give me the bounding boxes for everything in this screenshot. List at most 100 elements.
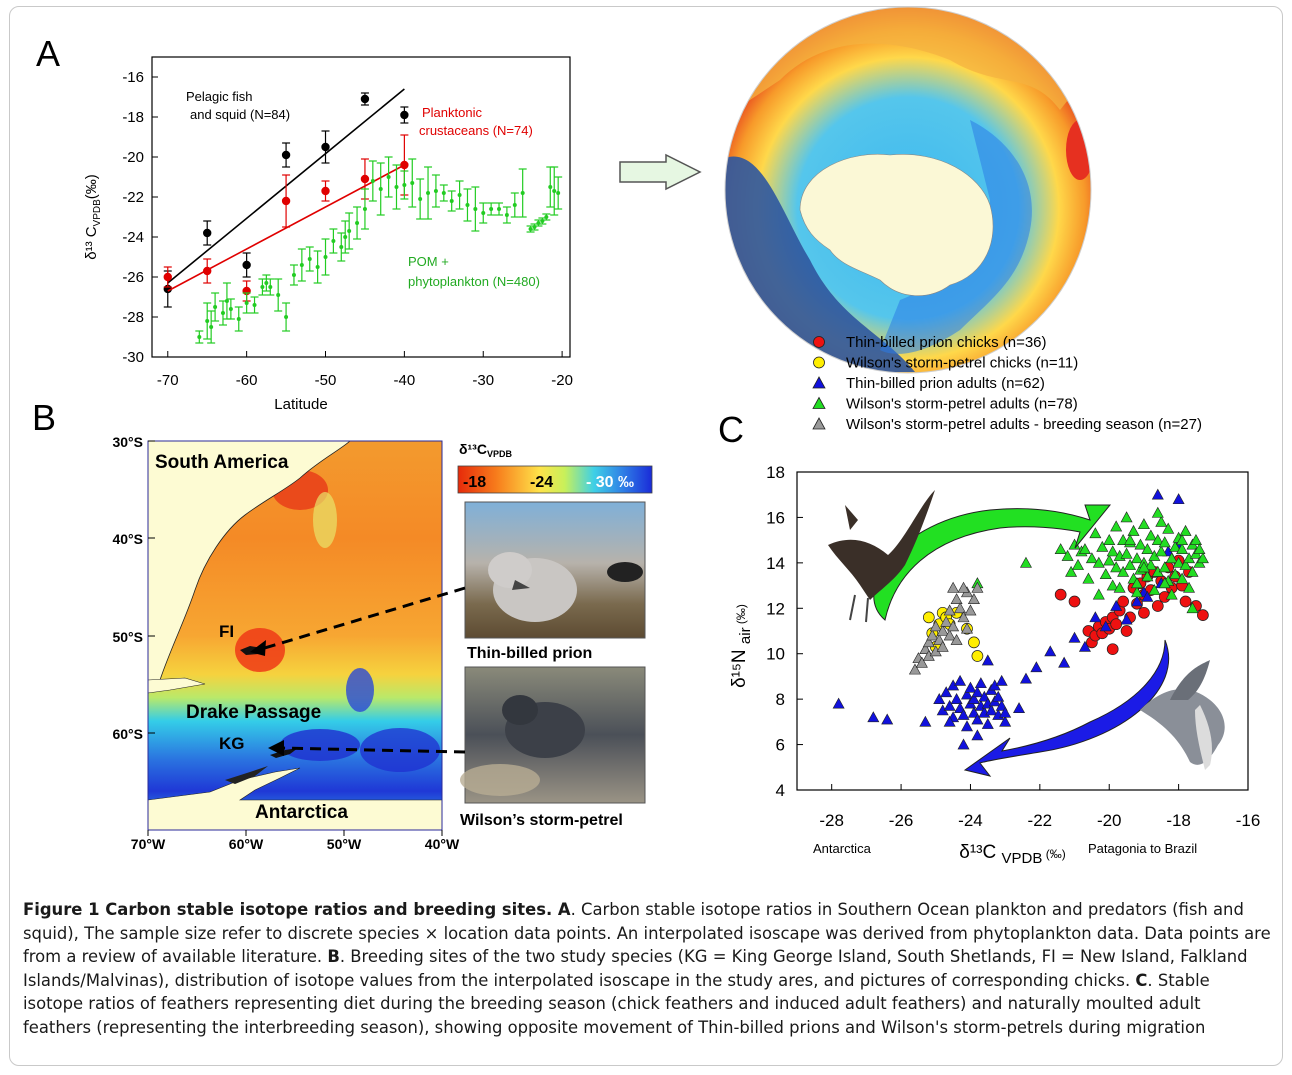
data-point: [260, 285, 265, 289]
x-tick-label: -16: [1236, 811, 1261, 830]
panel-b-ticks: 30°S 40°S 50°S 60°S 70°W 60°W 50°W 40°W: [112, 434, 459, 852]
data-point: [1141, 590, 1154, 602]
map-label-antarctica: Antarctica: [255, 802, 348, 823]
map-label-fi: FI: [219, 622, 234, 641]
x-tick-label: -26: [889, 811, 914, 830]
data-point: [971, 713, 984, 725]
data-point: [1155, 545, 1168, 557]
data-point: [967, 593, 980, 604]
data-point: [209, 325, 214, 329]
data-point: [992, 690, 1005, 702]
data-point: [1078, 640, 1091, 652]
data-point: [954, 674, 967, 686]
data-point: [331, 239, 336, 243]
lon-tick-label: 60°W: [229, 836, 264, 852]
data-point: [1099, 620, 1112, 632]
data-point: [971, 729, 984, 741]
data-point: [1110, 561, 1123, 573]
legend-label: Thin-billed prion chicks (n=36): [846, 334, 1047, 351]
data-point: [449, 199, 454, 203]
lon-tick-label: 40°W: [425, 836, 460, 852]
data-point: [1137, 561, 1150, 573]
data-point: [1151, 506, 1164, 518]
data-point: [957, 738, 970, 750]
data-point: [985, 704, 998, 716]
data-point: [1106, 545, 1119, 557]
data-point: [220, 311, 225, 315]
panel-a-crus-label-2: crustaceans (N=74): [419, 123, 533, 138]
x-tick-label: -18: [1166, 811, 1191, 830]
x-tick-label: -24: [958, 811, 983, 830]
data-point: [1120, 511, 1133, 523]
data-point: [236, 317, 241, 321]
data-point: [1130, 552, 1143, 564]
data-point: [276, 293, 281, 297]
data-point: [1120, 625, 1133, 637]
y-tick-label: -26: [122, 269, 144, 286]
map-label-kg: KG: [219, 734, 245, 753]
y-tick-label: 6: [776, 736, 785, 755]
data-point: [1141, 543, 1154, 555]
data-point: [936, 640, 949, 652]
data-point: [832, 697, 845, 709]
data-point: [933, 693, 946, 704]
data-point: [957, 581, 970, 593]
y-axis-title: δ¹⁵N air (‰): [729, 604, 754, 688]
data-point: [489, 207, 494, 211]
data-point: [213, 305, 218, 309]
data-point: [1013, 702, 1026, 714]
legend-label: Wilson's storm-petrel adults (n=78): [846, 396, 1078, 413]
data-point: [978, 690, 991, 702]
data-point: [457, 193, 462, 197]
data-point: [1110, 599, 1123, 611]
panel-label-a: A: [36, 33, 60, 74]
legend-label: Wilson's storm-petrel adults - breeding …: [846, 416, 1202, 433]
data-point: [947, 620, 960, 632]
data-point: [995, 699, 1008, 711]
data-point: [1082, 572, 1095, 584]
data-point: [512, 203, 517, 207]
data-point: [1183, 581, 1196, 593]
scale-title: δ¹³CVPDB: [459, 441, 512, 459]
data-point: [1189, 534, 1202, 545]
data-point: [362, 207, 367, 211]
x-tick-label: -20: [1097, 811, 1122, 830]
data-point: [504, 213, 509, 217]
panel-a-fish-label-1: Pelagic fish: [186, 89, 252, 104]
data-point: [957, 708, 970, 720]
data-point: [1179, 559, 1192, 570]
data-point: [1124, 534, 1137, 545]
data-point: [908, 663, 921, 675]
data-point: [968, 636, 980, 649]
lat-tick-label: 50°S: [112, 629, 143, 645]
data-point: [950, 693, 963, 704]
y-tick-label: 14: [766, 554, 785, 573]
fit-line: [167, 164, 405, 292]
data-point: [947, 581, 960, 593]
data-point: [1144, 559, 1157, 570]
data-point: [394, 185, 399, 189]
scale-value-3: - 30 ‰: [586, 474, 634, 491]
data-point: [1061, 549, 1074, 561]
arrow-petrel-to-kg: [277, 746, 466, 754]
data-point: [1176, 534, 1189, 545]
y-tick-label: 4: [776, 781, 785, 800]
panel-a-fish-label-2: and squid (N=84): [190, 107, 290, 122]
data-point: [268, 285, 273, 289]
antarctica-landmass: [799, 153, 994, 296]
data-point: [1092, 556, 1105, 568]
isoscape-globe: [724, 6, 1092, 374]
data-point: [943, 699, 956, 711]
y-tick-label: 16: [766, 508, 785, 527]
isotope-color-scale: [457, 465, 653, 494]
data-point: [264, 281, 269, 285]
data-point: [1054, 588, 1067, 601]
data-point: [433, 189, 438, 193]
x-tick-label: -70: [157, 372, 179, 389]
data-point: [950, 633, 963, 645]
data-point: [1068, 595, 1081, 608]
x-tick-label: -20: [551, 372, 573, 389]
data-point: [1196, 552, 1209, 564]
data-point: [999, 706, 1012, 718]
data-point: [881, 713, 894, 725]
